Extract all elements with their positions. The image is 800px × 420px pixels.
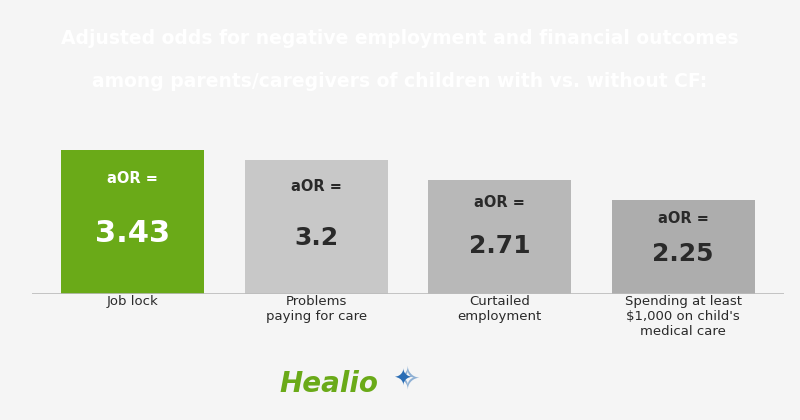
Text: Curtailed
employment: Curtailed employment bbox=[458, 294, 542, 323]
Text: Healio: Healio bbox=[280, 370, 379, 398]
Text: Job lock: Job lock bbox=[107, 294, 158, 307]
Bar bbox=[428, 180, 571, 294]
Text: ✧: ✧ bbox=[394, 366, 420, 395]
Text: 2.71: 2.71 bbox=[469, 234, 530, 258]
Text: 3.43: 3.43 bbox=[95, 219, 170, 248]
Text: 3.2: 3.2 bbox=[294, 226, 338, 249]
Text: Adjusted odds for negative employment and financial outcomes: Adjusted odds for negative employment an… bbox=[61, 29, 739, 48]
Bar bbox=[62, 150, 205, 294]
Text: aOR =: aOR = bbox=[474, 195, 525, 210]
Bar bbox=[611, 200, 754, 294]
Bar bbox=[245, 160, 388, 294]
Text: Spending at least
$1,000 on child's
medical care: Spending at least $1,000 on child's medi… bbox=[625, 294, 742, 338]
Text: 2.25: 2.25 bbox=[652, 242, 714, 266]
Text: Problems
paying for care: Problems paying for care bbox=[266, 294, 367, 323]
Text: aOR =: aOR = bbox=[658, 211, 709, 226]
Text: among parents/caregivers of children with vs. without CF:: among parents/caregivers of children wit… bbox=[92, 72, 708, 92]
Text: aOR =: aOR = bbox=[107, 171, 158, 186]
Text: ✦: ✦ bbox=[393, 370, 411, 389]
Text: aOR =: aOR = bbox=[291, 179, 342, 194]
